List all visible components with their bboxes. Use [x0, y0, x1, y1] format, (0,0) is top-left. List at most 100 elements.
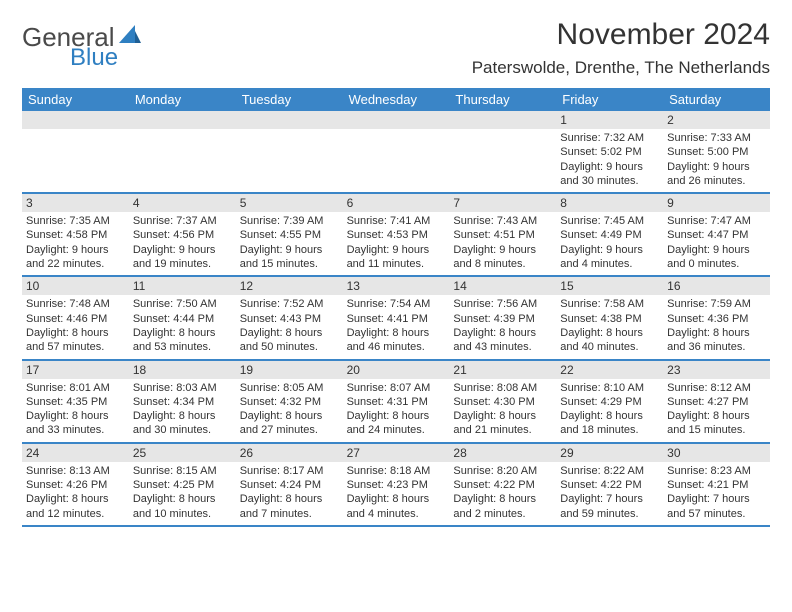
sunrise-text: Sunrise: 8:07 AM [347, 381, 446, 395]
sunrise-text: Sunrise: 7:47 AM [667, 214, 766, 228]
sunrise-text: Sunrise: 7:45 AM [560, 214, 659, 228]
day-cell: 25Sunrise: 8:15 AMSunset: 4:25 PMDayligh… [129, 444, 236, 525]
sunset-text: Sunset: 4:39 PM [453, 312, 552, 326]
day-number: 20 [343, 361, 450, 379]
sail-icon [119, 25, 141, 50]
weekday-header: Tuesday [236, 88, 343, 111]
weekday-header: Wednesday [343, 88, 450, 111]
day-number: 6 [343, 194, 450, 212]
day-cell: 17Sunrise: 8:01 AMSunset: 4:35 PMDayligh… [22, 361, 129, 442]
sunset-text: Sunset: 4:21 PM [667, 478, 766, 492]
location-label: Paterswolde, Drenthe, The Netherlands [472, 58, 770, 78]
week-row: 24Sunrise: 8:13 AMSunset: 4:26 PMDayligh… [22, 444, 770, 527]
week-row: 3Sunrise: 7:35 AMSunset: 4:58 PMDaylight… [22, 194, 770, 277]
day-cell: 14Sunrise: 7:56 AMSunset: 4:39 PMDayligh… [449, 277, 556, 358]
day-cell: 4Sunrise: 7:37 AMSunset: 4:56 PMDaylight… [129, 194, 236, 275]
sunrise-text: Sunrise: 8:12 AM [667, 381, 766, 395]
daylight-text-1: Daylight: 9 hours [560, 243, 659, 257]
daylight-text-1: Daylight: 8 hours [560, 326, 659, 340]
sunrise-text: Sunrise: 7:41 AM [347, 214, 446, 228]
sunset-text: Sunset: 4:26 PM [26, 478, 125, 492]
day-number [449, 111, 556, 129]
sunset-text: Sunset: 4:22 PM [560, 478, 659, 492]
sunset-text: Sunset: 5:02 PM [560, 145, 659, 159]
page-header: General Blue November 2024 Paterswolde, … [22, 18, 770, 78]
daylight-text-1: Daylight: 8 hours [667, 409, 766, 423]
day-number: 19 [236, 361, 343, 379]
day-cell: 24Sunrise: 8:13 AMSunset: 4:26 PMDayligh… [22, 444, 129, 525]
day-cell [343, 111, 450, 192]
daylight-text-1: Daylight: 9 hours [453, 243, 552, 257]
daylight-text-1: Daylight: 8 hours [347, 326, 446, 340]
daylight-text-2: and 21 minutes. [453, 423, 552, 437]
sunrise-text: Sunrise: 8:17 AM [240, 464, 339, 478]
daylight-text-1: Daylight: 8 hours [347, 492, 446, 506]
daylight-text-2: and 15 minutes. [667, 423, 766, 437]
sunset-text: Sunset: 4:43 PM [240, 312, 339, 326]
sunset-text: Sunset: 4:35 PM [26, 395, 125, 409]
day-cell: 8Sunrise: 7:45 AMSunset: 4:49 PMDaylight… [556, 194, 663, 275]
sunrise-text: Sunrise: 7:33 AM [667, 131, 766, 145]
daylight-text-2: and 50 minutes. [240, 340, 339, 354]
sunset-text: Sunset: 4:30 PM [453, 395, 552, 409]
brand-part2: Blue [70, 46, 141, 70]
sunset-text: Sunset: 4:47 PM [667, 228, 766, 242]
day-cell: 19Sunrise: 8:05 AMSunset: 4:32 PMDayligh… [236, 361, 343, 442]
day-number: 3 [22, 194, 129, 212]
day-cell: 18Sunrise: 8:03 AMSunset: 4:34 PMDayligh… [129, 361, 236, 442]
daylight-text-1: Daylight: 9 hours [240, 243, 339, 257]
daylight-text-1: Daylight: 8 hours [133, 409, 232, 423]
daylight-text-1: Daylight: 8 hours [667, 326, 766, 340]
day-number: 29 [556, 444, 663, 462]
day-cell: 3Sunrise: 7:35 AMSunset: 4:58 PMDaylight… [22, 194, 129, 275]
sunrise-text: Sunrise: 7:43 AM [453, 214, 552, 228]
sunrise-text: Sunrise: 8:15 AM [133, 464, 232, 478]
sunset-text: Sunset: 4:58 PM [26, 228, 125, 242]
daylight-text-2: and 57 minutes. [667, 507, 766, 521]
sunset-text: Sunset: 4:27 PM [667, 395, 766, 409]
daylight-text-1: Daylight: 8 hours [133, 492, 232, 506]
day-cell: 27Sunrise: 8:18 AMSunset: 4:23 PMDayligh… [343, 444, 450, 525]
sunset-text: Sunset: 4:34 PM [133, 395, 232, 409]
day-number: 17 [22, 361, 129, 379]
daylight-text-2: and 11 minutes. [347, 257, 446, 271]
day-number: 9 [663, 194, 770, 212]
day-number: 14 [449, 277, 556, 295]
daylight-text-1: Daylight: 8 hours [240, 409, 339, 423]
day-cell: 21Sunrise: 8:08 AMSunset: 4:30 PMDayligh… [449, 361, 556, 442]
day-number: 24 [22, 444, 129, 462]
daylight-text-1: Daylight: 7 hours [667, 492, 766, 506]
sunrise-text: Sunrise: 7:58 AM [560, 297, 659, 311]
daylight-text-1: Daylight: 8 hours [26, 492, 125, 506]
day-number: 2 [663, 111, 770, 129]
day-cell: 12Sunrise: 7:52 AMSunset: 4:43 PMDayligh… [236, 277, 343, 358]
daylight-text-2: and 0 minutes. [667, 257, 766, 271]
day-number [22, 111, 129, 129]
sunrise-text: Sunrise: 8:03 AM [133, 381, 232, 395]
weekday-header: Sunday [22, 88, 129, 111]
daylight-text-1: Daylight: 8 hours [347, 409, 446, 423]
sunset-text: Sunset: 4:29 PM [560, 395, 659, 409]
day-number [236, 111, 343, 129]
day-number: 21 [449, 361, 556, 379]
daylight-text-1: Daylight: 8 hours [453, 492, 552, 506]
sunrise-text: Sunrise: 8:01 AM [26, 381, 125, 395]
weekday-header-row: Sunday Monday Tuesday Wednesday Thursday… [22, 88, 770, 111]
sunset-text: Sunset: 4:23 PM [347, 478, 446, 492]
day-number: 16 [663, 277, 770, 295]
sunrise-text: Sunrise: 7:50 AM [133, 297, 232, 311]
day-cell [236, 111, 343, 192]
day-number [129, 111, 236, 129]
daylight-text-2: and 43 minutes. [453, 340, 552, 354]
day-cell: 9Sunrise: 7:47 AMSunset: 4:47 PMDaylight… [663, 194, 770, 275]
month-title: November 2024 [472, 18, 770, 52]
daylight-text-2: and 53 minutes. [133, 340, 232, 354]
sunrise-text: Sunrise: 8:22 AM [560, 464, 659, 478]
daylight-text-2: and 4 minutes. [347, 507, 446, 521]
sunset-text: Sunset: 4:32 PM [240, 395, 339, 409]
daylight-text-2: and 26 minutes. [667, 174, 766, 188]
daylight-text-2: and 2 minutes. [453, 507, 552, 521]
daylight-text-1: Daylight: 8 hours [453, 326, 552, 340]
day-number: 26 [236, 444, 343, 462]
daylight-text-2: and 27 minutes. [240, 423, 339, 437]
